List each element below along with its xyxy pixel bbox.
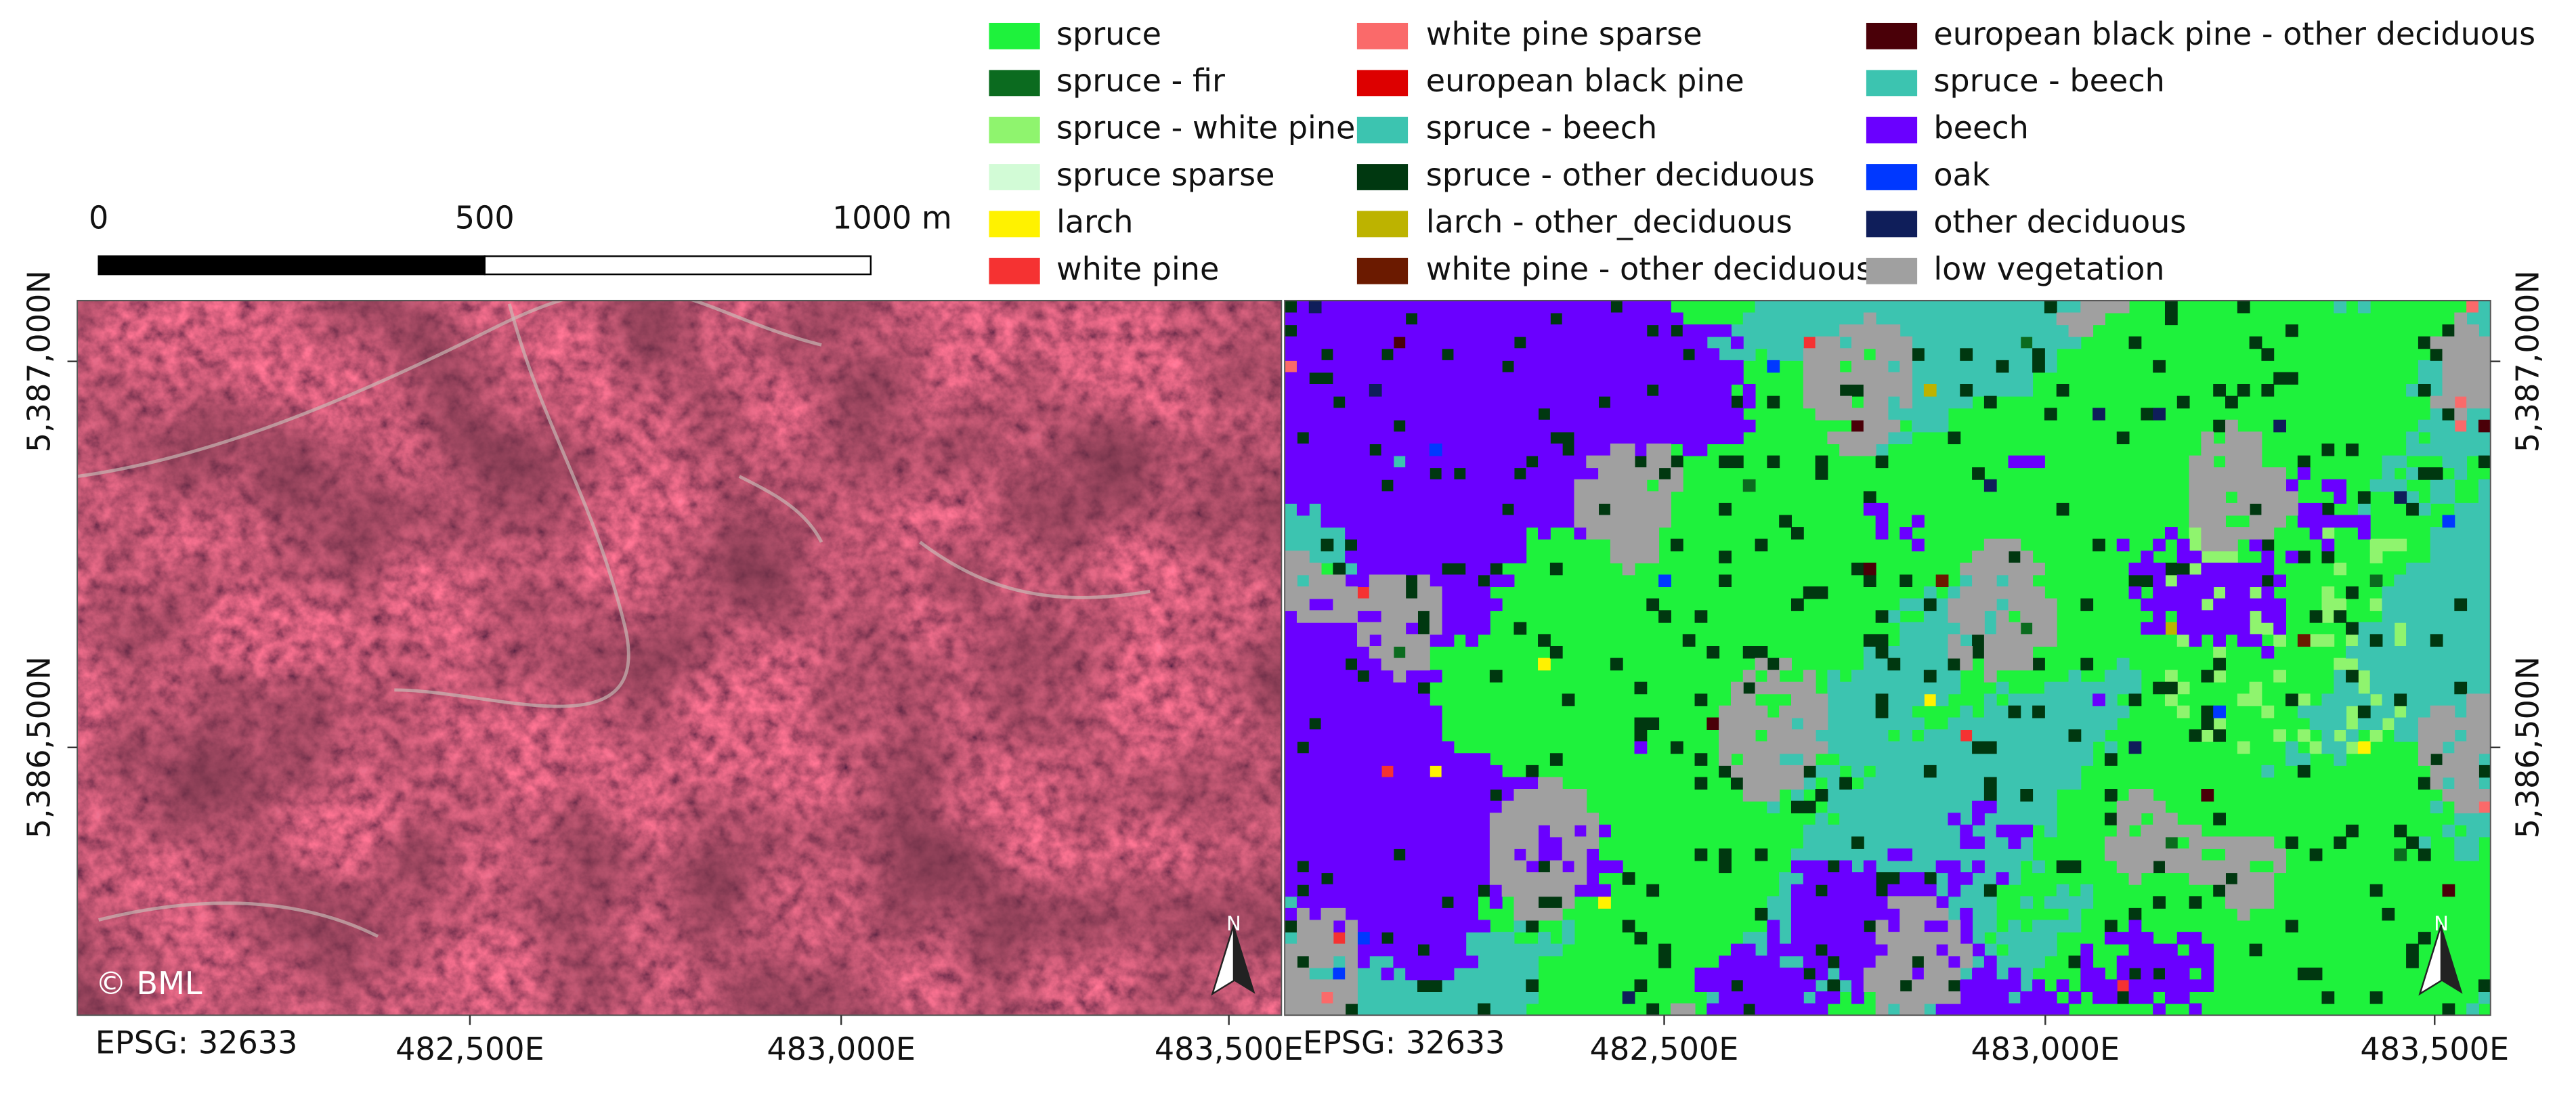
legend-label: spruce - beech <box>1933 62 2165 99</box>
scale-label: 500 <box>455 200 515 236</box>
legend-label: european black pine <box>1426 62 1744 99</box>
legend-swatch <box>1356 164 1409 190</box>
legend-label: white pine - other deciduous <box>1426 251 1872 287</box>
legend-swatch <box>1356 257 1409 284</box>
legend-swatch <box>1866 211 1918 238</box>
class-area <box>1321 300 2491 1016</box>
scale-bar-white <box>484 255 872 276</box>
scale-bar-black <box>98 255 486 276</box>
legend-label: spruce - fir <box>1056 62 1225 99</box>
roads <box>77 300 1151 938</box>
legend-label: spruce sparse <box>1056 156 1275 193</box>
legend-label: spruce <box>1056 16 1161 52</box>
legend-swatch <box>1866 257 1918 284</box>
legend-label: other deciduous <box>1933 203 2186 240</box>
north-arrow <box>1211 924 1255 996</box>
legend-swatch <box>989 70 1040 97</box>
legend-label: spruce - beech <box>1426 110 1657 146</box>
legend-swatch <box>1356 116 1409 144</box>
legend-swatch <box>1356 211 1409 238</box>
legend-swatch <box>989 164 1040 190</box>
y-tick-label: 5,386,500N <box>2509 656 2546 838</box>
x-tick-label: 483,500E <box>2360 1031 2509 1067</box>
legend-swatch <box>989 257 1040 284</box>
x-tick-label: 482,500E <box>1590 1031 1739 1067</box>
legend-label: european black pine - other deciduous <box>1933 16 2535 52</box>
legend-label: spruce - white pine <box>1056 110 1355 146</box>
y-tick-label: 5,387,000N <box>20 270 57 452</box>
legend-label: oak <box>1933 156 1990 193</box>
legend-swatch <box>1356 22 1409 49</box>
legend-label: white pine sparse <box>1426 16 1702 52</box>
x-tick-label: 483,500E <box>1155 1031 1304 1067</box>
class-area <box>1285 300 2491 1016</box>
legend-label: spruce - other deciduous <box>1426 156 1815 193</box>
scale-label: 1000 m <box>832 200 952 236</box>
legend-swatch <box>1866 70 1918 97</box>
credit: © BML <box>95 965 202 1002</box>
legend-swatch <box>989 22 1040 49</box>
y-tick-label: 5,387,000N <box>2509 270 2546 452</box>
map-frame <box>77 299 1283 1016</box>
legend-swatch <box>1866 164 1918 190</box>
legend-swatch <box>989 116 1040 144</box>
north-label: N <box>1226 912 1241 935</box>
legend-swatch <box>1356 70 1409 97</box>
crs-label: EPSG: 32633 <box>95 1024 298 1060</box>
crs-label: EPSG: 32633 <box>1303 1024 1505 1060</box>
legend-label: larch <box>1056 203 1134 240</box>
x-tick-label: 482,500E <box>395 1031 544 1067</box>
classification-map <box>1285 300 2491 1016</box>
legend-label: larch - other_deciduous <box>1426 203 1793 240</box>
north-label: N <box>2434 912 2449 935</box>
aerial-image <box>77 300 1282 1016</box>
legend-swatch <box>1866 116 1918 144</box>
legend-label: low vegetation <box>1933 251 2164 287</box>
class-area <box>1285 300 2491 1016</box>
y-tick-label: 5,386,500N <box>20 656 57 838</box>
x-tick-label: 483,000E <box>767 1031 916 1067</box>
legend-swatch <box>989 211 1040 238</box>
map-frame <box>1284 299 2491 1016</box>
x-tick-label: 483,000E <box>1971 1031 2120 1067</box>
legend-label: white pine <box>1056 251 1219 287</box>
legend-label: beech <box>1933 110 2028 146</box>
legend-swatch <box>1866 22 1918 49</box>
class-area <box>2164 527 2407 754</box>
north-arrow <box>2418 924 2463 996</box>
scale-label: 0 <box>89 200 108 236</box>
